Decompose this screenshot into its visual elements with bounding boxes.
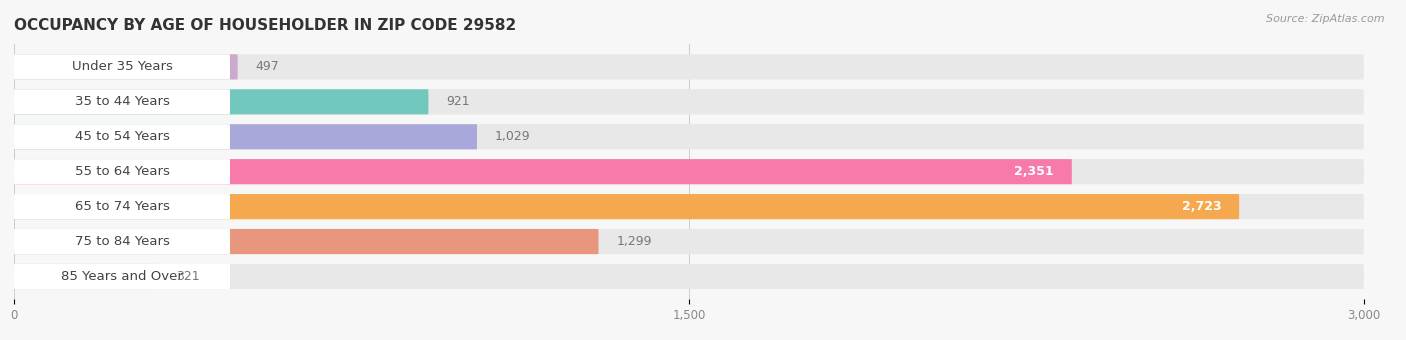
Text: 55 to 64 Years: 55 to 64 Years <box>75 165 170 178</box>
Text: 45 to 54 Years: 45 to 54 Years <box>75 130 170 143</box>
Text: 321: 321 <box>177 270 200 283</box>
FancyBboxPatch shape <box>14 124 1364 149</box>
FancyBboxPatch shape <box>14 124 477 149</box>
Text: 2,723: 2,723 <box>1181 200 1222 213</box>
FancyBboxPatch shape <box>14 264 159 289</box>
FancyBboxPatch shape <box>14 194 1364 219</box>
FancyBboxPatch shape <box>14 159 1364 184</box>
Text: 35 to 44 Years: 35 to 44 Years <box>75 95 170 108</box>
FancyBboxPatch shape <box>14 89 231 115</box>
FancyBboxPatch shape <box>14 194 231 219</box>
FancyBboxPatch shape <box>14 159 1071 184</box>
FancyBboxPatch shape <box>14 194 1239 219</box>
FancyBboxPatch shape <box>14 89 1364 115</box>
FancyBboxPatch shape <box>14 229 599 254</box>
FancyBboxPatch shape <box>14 229 231 254</box>
FancyBboxPatch shape <box>14 159 231 184</box>
FancyBboxPatch shape <box>14 264 1364 289</box>
FancyBboxPatch shape <box>14 89 429 115</box>
FancyBboxPatch shape <box>14 124 231 149</box>
FancyBboxPatch shape <box>14 54 238 80</box>
Text: 75 to 84 Years: 75 to 84 Years <box>75 235 170 248</box>
FancyBboxPatch shape <box>14 54 231 80</box>
Text: 85 Years and Over: 85 Years and Over <box>60 270 183 283</box>
FancyBboxPatch shape <box>14 264 231 289</box>
Text: 1,299: 1,299 <box>616 235 652 248</box>
Text: 2,351: 2,351 <box>1014 165 1054 178</box>
Text: 497: 497 <box>256 61 280 73</box>
Text: OCCUPANCY BY AGE OF HOUSEHOLDER IN ZIP CODE 29582: OCCUPANCY BY AGE OF HOUSEHOLDER IN ZIP C… <box>14 18 516 33</box>
Text: 921: 921 <box>447 95 470 108</box>
FancyBboxPatch shape <box>14 54 1364 80</box>
FancyBboxPatch shape <box>14 229 1364 254</box>
Text: 1,029: 1,029 <box>495 130 530 143</box>
Text: Under 35 Years: Under 35 Years <box>72 61 173 73</box>
Text: Source: ZipAtlas.com: Source: ZipAtlas.com <box>1267 14 1385 23</box>
Text: 65 to 74 Years: 65 to 74 Years <box>75 200 170 213</box>
